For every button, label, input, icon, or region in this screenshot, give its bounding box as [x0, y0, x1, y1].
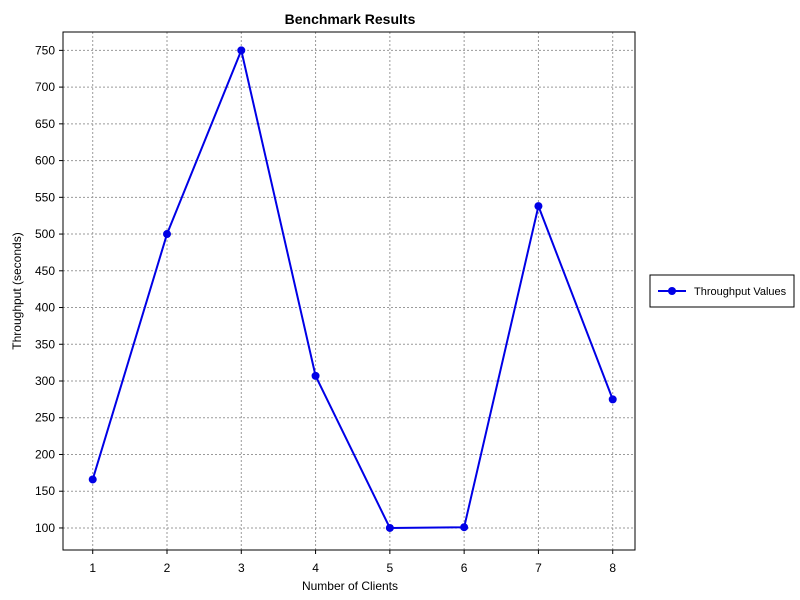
- legend-marker-swatch: [668, 287, 676, 295]
- x-tick-label: 6: [461, 561, 468, 575]
- y-axis-title: Throughput (seconds): [10, 232, 24, 349]
- y-tick-label: 200: [35, 447, 55, 461]
- data-point: [237, 46, 246, 55]
- y-tick-label: 600: [35, 154, 55, 168]
- y-tick-label: 250: [35, 411, 55, 425]
- chart-title: Benchmark Results: [285, 11, 416, 27]
- grid-lines: [63, 32, 635, 550]
- legend-label: Throughput Values: [694, 286, 787, 298]
- y-tick-label: 550: [35, 190, 55, 204]
- x-tick-label: 2: [164, 561, 171, 575]
- x-tick-label: 3: [238, 561, 245, 575]
- y-tick-label: 150: [35, 484, 55, 498]
- y-tick-label: 650: [35, 117, 55, 131]
- y-tick-label: 400: [35, 301, 55, 315]
- x-tick-label: 7: [535, 561, 542, 575]
- data-point: [385, 523, 394, 532]
- x-tick-label: 5: [387, 561, 394, 575]
- series-line: [91, 49, 614, 529]
- y-tick-label: 750: [35, 43, 55, 57]
- y-tick-label: 350: [35, 337, 55, 351]
- y-tick-label: 450: [35, 264, 55, 278]
- plot-area-border: [62, 31, 636, 551]
- y-tick-label: 500: [35, 227, 55, 241]
- x-axis-title: Number of Clients: [302, 579, 398, 593]
- y-tick-label: 100: [35, 521, 55, 535]
- data-point: [311, 371, 320, 380]
- data-point: [534, 202, 543, 211]
- data-point: [460, 523, 469, 532]
- data-point: [163, 230, 171, 239]
- legend: Throughput Values: [649, 274, 795, 308]
- y-tick-label: 700: [35, 80, 55, 94]
- x-tick-label: 1: [89, 561, 96, 575]
- series-layer: [88, 46, 617, 532]
- x-tick-label: 8: [609, 561, 616, 575]
- y-tick-label: 300: [35, 374, 55, 388]
- x-tick-label: 4: [312, 561, 319, 575]
- data-point: [608, 395, 617, 404]
- data-point: [88, 475, 97, 484]
- axis-ticks: 100 150 200 250 300 350 400 450 500 550 600 650 700 7…: [35, 43, 616, 575]
